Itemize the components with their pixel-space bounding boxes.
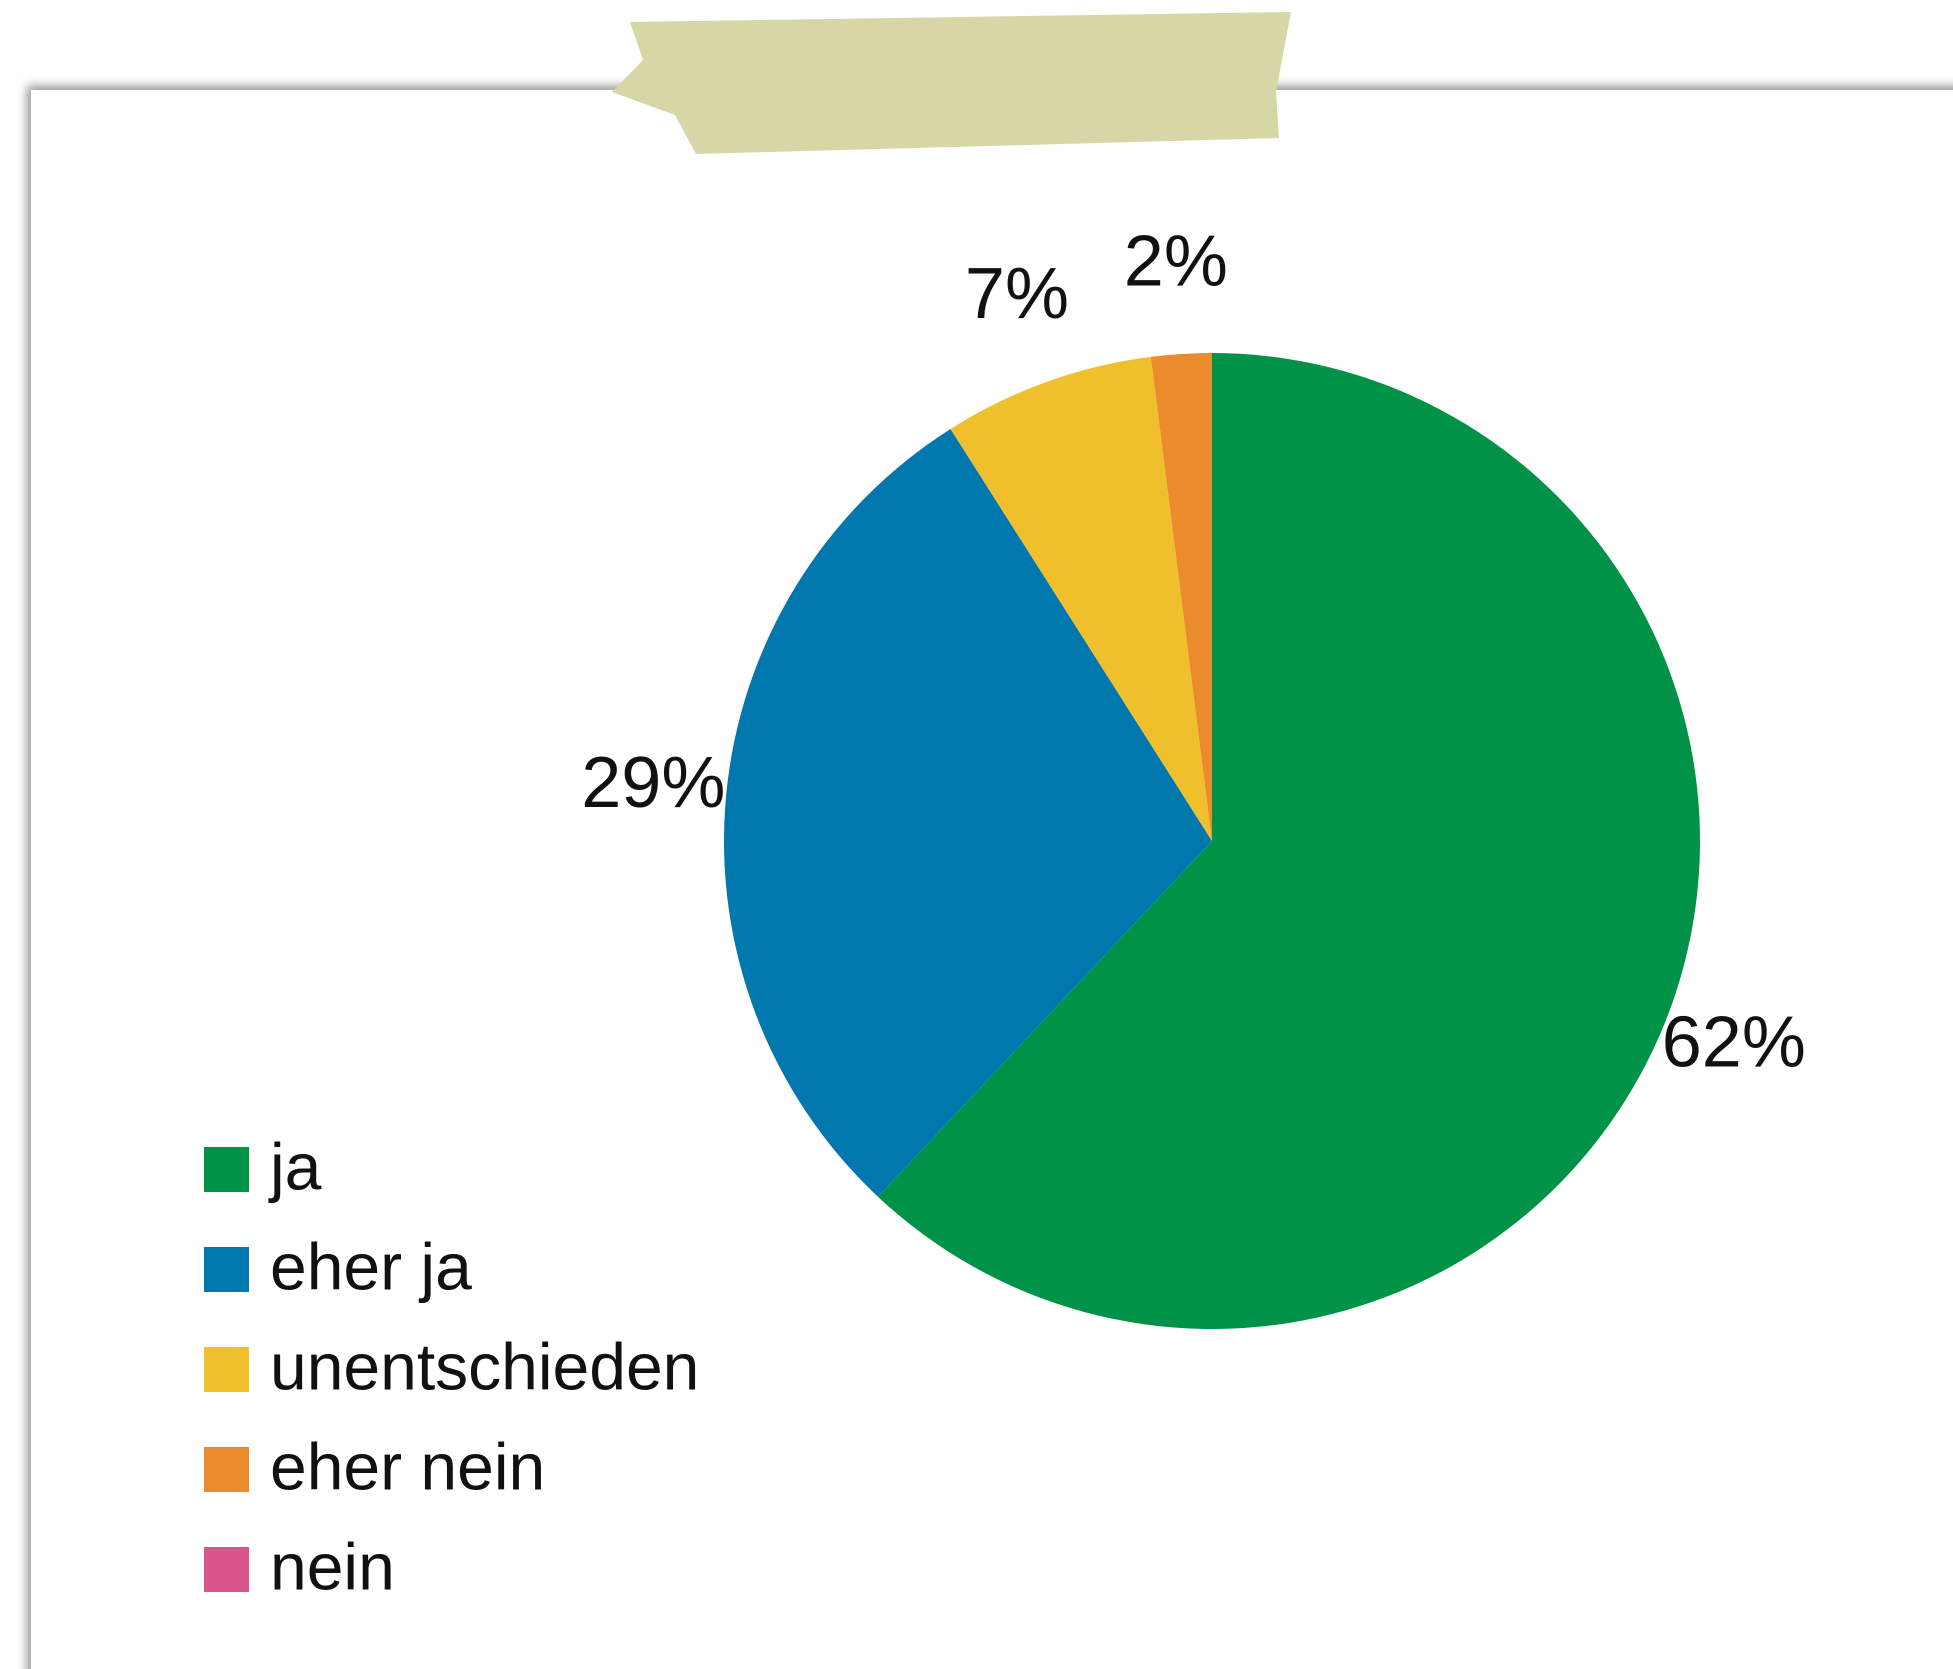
legend-swatch bbox=[204, 1247, 249, 1292]
legend-swatch bbox=[204, 1147, 249, 1192]
pie-slice bbox=[877, 352, 1700, 1329]
value-label: 2% bbox=[1124, 221, 1228, 301]
legend-label: ja bbox=[268, 1129, 322, 1203]
legend-label: nein bbox=[270, 1529, 395, 1603]
value-label: 62% bbox=[1662, 1003, 1806, 1083]
pie-slice bbox=[1150, 353, 1212, 841]
value-label: 29% bbox=[581, 743, 725, 823]
legend-label: eher ja bbox=[270, 1229, 472, 1303]
value-label: 7% bbox=[965, 254, 1069, 334]
legend-swatch bbox=[204, 1547, 249, 1592]
pie-slice bbox=[950, 356, 1212, 841]
tape bbox=[612, 12, 1291, 154]
pie-slice bbox=[724, 428, 1212, 1197]
legend-label: unentschieden bbox=[270, 1329, 699, 1403]
legend-swatch bbox=[204, 1447, 249, 1492]
legend-swatch bbox=[204, 1347, 249, 1392]
legend-label: eher nein bbox=[270, 1429, 545, 1503]
